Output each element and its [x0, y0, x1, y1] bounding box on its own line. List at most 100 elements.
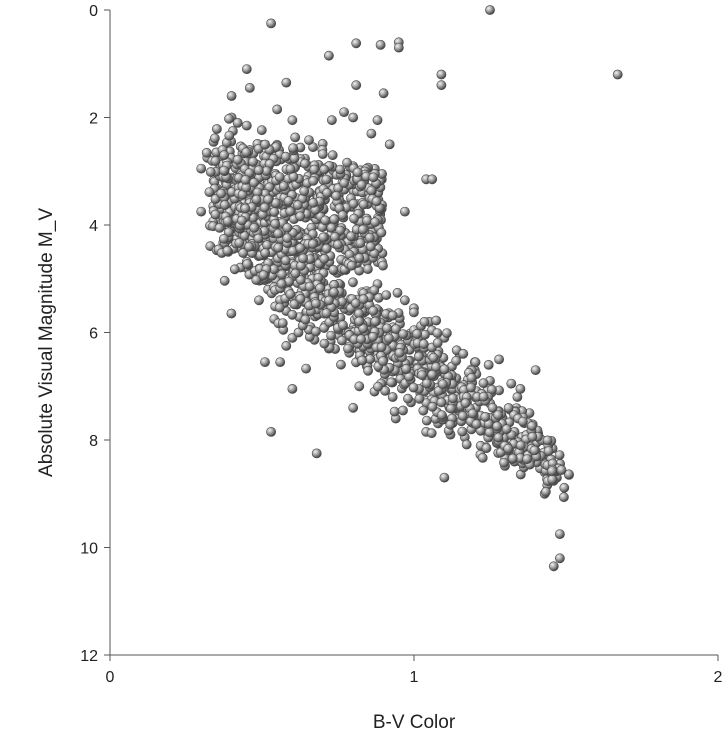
star-point: [300, 158, 310, 169]
star-point: [260, 248, 271, 258]
star-point: [428, 352, 439, 363]
star-point: [270, 218, 280, 229]
star-point: [417, 370, 427, 380]
star-point: [309, 164, 320, 175]
star-point: [515, 440, 526, 451]
star-point: [477, 452, 488, 463]
star-point: [205, 167, 216, 177]
star-point: [437, 379, 448, 390]
star-point: [244, 83, 255, 93]
star-point: [354, 253, 365, 263]
star-point: [515, 383, 526, 394]
star-point: [211, 124, 222, 134]
star-point: [326, 115, 337, 126]
star-point: [339, 107, 349, 117]
star-point: [364, 232, 375, 243]
star-point: [311, 448, 322, 459]
x-tick-label: 1: [410, 669, 419, 686]
star-point: [503, 443, 514, 454]
star-point: [248, 156, 258, 167]
star-point: [527, 431, 538, 442]
star-point: [555, 553, 565, 564]
star-point: [274, 302, 285, 313]
star-point: [219, 150, 229, 161]
star-point: [335, 164, 346, 175]
star-point: [326, 222, 337, 233]
star-point: [351, 38, 362, 49]
star-point: [381, 290, 392, 300]
star-point: [391, 324, 401, 334]
star-point: [478, 378, 489, 389]
star-point: [457, 411, 468, 421]
star-point: [427, 174, 438, 185]
star-point: [366, 185, 377, 196]
star-point: [283, 196, 294, 206]
star-point: [241, 64, 252, 74]
star-point: [408, 382, 419, 393]
y-tick-label: 6: [89, 326, 98, 343]
star-point: [451, 355, 462, 366]
star-point: [378, 88, 389, 99]
star-point: [222, 216, 233, 227]
star-point: [287, 332, 298, 343]
star-point: [431, 315, 442, 326]
star-point: [485, 5, 495, 15]
star-point: [401, 363, 412, 374]
star-point: [501, 424, 512, 435]
star-point: [399, 206, 410, 217]
star-point: [499, 457, 509, 468]
star-point: [226, 91, 237, 101]
star-point: [300, 314, 311, 325]
star-point: [412, 328, 422, 339]
star-point: [377, 356, 388, 367]
star-point: [559, 482, 570, 493]
star-point: [387, 310, 398, 321]
star-point: [210, 156, 221, 166]
star-point: [253, 165, 264, 176]
star-point: [408, 307, 419, 318]
star-point: [493, 410, 503, 420]
star-point: [470, 357, 481, 368]
x-tick-label: 2: [714, 669, 723, 686]
star-point: [295, 275, 306, 285]
star-point: [362, 264, 373, 274]
star-point: [311, 298, 321, 309]
star-point: [281, 340, 292, 351]
star-point: [478, 391, 489, 402]
star-point: [357, 224, 368, 235]
star-point: [329, 214, 340, 225]
star-point: [457, 426, 468, 437]
star-point: [348, 198, 359, 209]
star-point: [319, 253, 330, 264]
star-point: [336, 359, 346, 370]
star-point: [380, 385, 391, 396]
star-point: [241, 120, 252, 131]
star-point: [320, 215, 331, 226]
star-point: [393, 42, 404, 53]
star-point: [260, 139, 270, 150]
star-point: [280, 255, 291, 266]
star-point: [547, 474, 558, 485]
star-point: [299, 186, 310, 197]
star-point: [256, 125, 267, 136]
star-point: [355, 238, 366, 249]
star-point: [362, 215, 373, 226]
star-point: [331, 190, 342, 201]
star-point: [398, 329, 409, 339]
star-point: [292, 200, 303, 211]
star-point: [219, 165, 229, 176]
star-point: [357, 355, 367, 366]
star-point: [466, 382, 476, 393]
star-point: [219, 275, 230, 286]
star-point: [543, 446, 554, 456]
star-point: [432, 328, 443, 338]
star-point: [277, 269, 287, 280]
star-point: [389, 406, 400, 417]
star-point: [276, 278, 287, 289]
star-point: [542, 435, 553, 446]
star-point: [365, 354, 375, 365]
star-point: [529, 445, 540, 456]
star-point: [447, 393, 458, 404]
star-point: [373, 381, 383, 392]
